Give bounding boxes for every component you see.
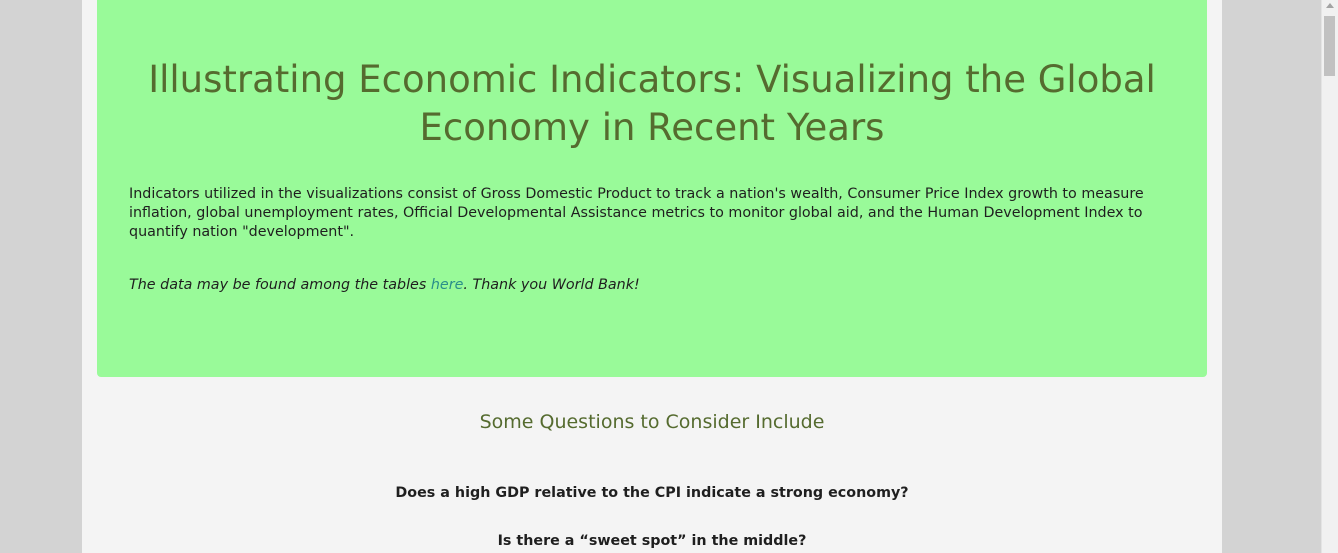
- hero-banner: Illustrating Economic Indicators: Visual…: [97, 0, 1207, 377]
- data-source-link[interactable]: here: [430, 277, 464, 293]
- page-title: Illustrating Economic Indicators: Visual…: [148, 58, 1156, 149]
- scroll-up-arrow-icon[interactable]: [1326, 3, 1334, 8]
- question-item: Is there a “sweet spot” in the middle?: [497, 533, 807, 549]
- data-source-suffix: . Thank you World Bank!: [463, 277, 640, 293]
- scrollbar-thumb[interactable]: [1324, 16, 1335, 76]
- question-item: Does a high GDP relative to the CPI indi…: [395, 485, 909, 501]
- data-source-note: The data may be found among the tables h…: [129, 276, 1169, 295]
- data-source-prefix: The data may be found among the tables: [129, 277, 431, 293]
- questions-section-title: Some Questions to Consider Include: [479, 411, 825, 433]
- vertical-scrollbar[interactable]: [1321, 0, 1338, 553]
- page-container: Illustrating Economic Indicators: Visual…: [82, 0, 1222, 553]
- hero-description: Indicators utilized in the visualization…: [129, 186, 1144, 240]
